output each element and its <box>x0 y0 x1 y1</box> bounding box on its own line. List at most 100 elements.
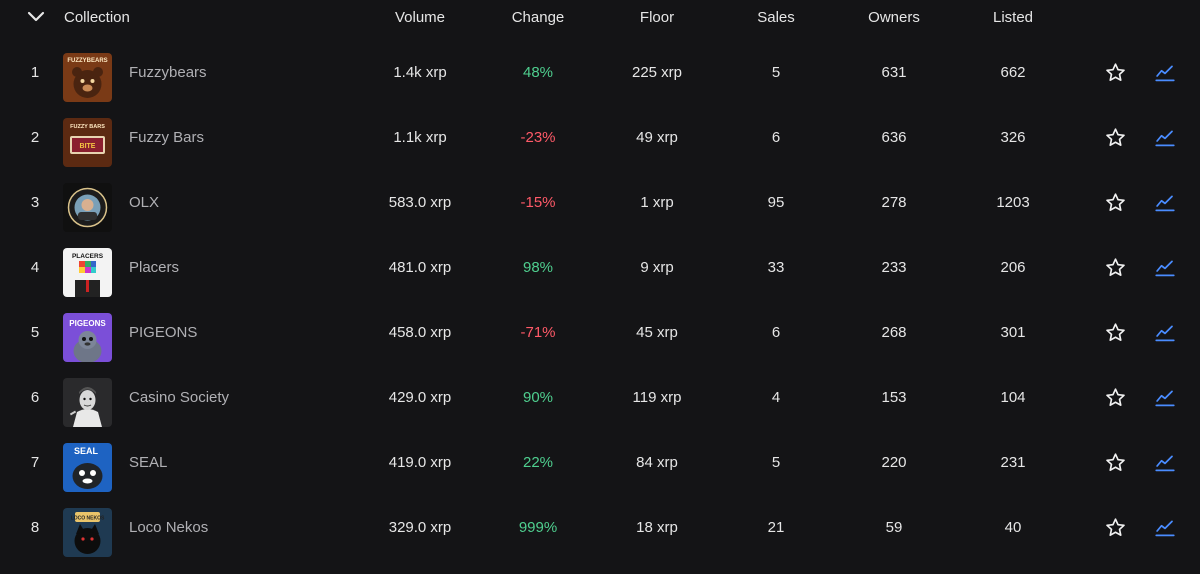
trend-chart-icon[interactable] <box>1154 387 1176 408</box>
rank-number: 8 <box>30 519 40 536</box>
collection-thumbnail[interactable] <box>63 378 112 427</box>
collection-name[interactable]: Fuzzybears <box>129 64 207 81</box>
trend-chart-icon[interactable] <box>1154 517 1176 538</box>
volume-value: 419.0 xrp <box>388 454 452 471</box>
star-icon[interactable] <box>1105 322 1126 343</box>
collection-thumbnail[interactable]: FUZZYBEARS <box>63 53 112 102</box>
star-icon[interactable] <box>1105 192 1126 213</box>
table-row-1[interactable]: 1 FUZZYBEARS Fuzzybears 1.4k xrp 48% 225… <box>0 40 1200 105</box>
table-row-8[interactable]: 8 LOCO NEKOS Loco Nekos 329.0 xrp 999% 1… <box>0 495 1200 560</box>
trend-chart-icon[interactable] <box>1154 257 1176 278</box>
header-collection[interactable]: Collection <box>64 9 130 26</box>
trend-chart-icon[interactable] <box>1154 322 1176 343</box>
owners-value: 278 <box>881 194 907 211</box>
rank-number: 4 <box>30 259 40 276</box>
svg-text:PIGEONS: PIGEONS <box>69 319 106 328</box>
header-floor[interactable]: Floor <box>639 9 675 26</box>
collection-thumbnail[interactable]: PIGEONS <box>63 313 112 362</box>
listed-value: 231 <box>1000 454 1026 471</box>
svg-text:SEAL: SEAL <box>74 446 99 456</box>
owners-value: 220 <box>881 454 907 471</box>
owners-value: 233 <box>881 259 907 276</box>
sales-value: 33 <box>767 259 785 276</box>
listed-value: 40 <box>1004 519 1022 536</box>
table-row-2[interactable]: 2 BITE FUZZY BARS Fuzzy Bars 1.1k xrp -23… <box>0 105 1200 170</box>
sales-value: 5 <box>771 454 781 471</box>
star-icon[interactable] <box>1105 257 1126 278</box>
listed-value: 326 <box>1000 129 1026 146</box>
floor-value: 225 xrp <box>631 64 683 81</box>
change-value: 22% <box>522 454 554 471</box>
collection-thumbnail[interactable]: BITE FUZZY BARS <box>63 118 112 167</box>
sales-value: 6 <box>771 324 781 341</box>
trend-chart-icon[interactable] <box>1154 452 1176 473</box>
trend-chart-icon[interactable] <box>1154 62 1176 83</box>
listed-value: 1203 <box>996 194 1030 211</box>
floor-value: 45 xrp <box>636 324 678 341</box>
sales-value: 6 <box>771 129 781 146</box>
collection-name[interactable]: Placers <box>129 259 180 276</box>
owners-value: 268 <box>881 324 907 341</box>
owners-value: 636 <box>881 129 907 146</box>
volume-value: 1.1k xrp <box>393 129 447 146</box>
header-owners[interactable]: Owners <box>868 9 920 26</box>
volume-value: 329.0 xrp <box>388 519 452 536</box>
table-header: Collection Volume Change Floor Sales Own… <box>0 0 1200 40</box>
listed-value: 662 <box>1000 64 1026 81</box>
floor-value: 49 xrp <box>636 129 678 146</box>
floor-value: 84 xrp <box>636 454 678 471</box>
header-listed[interactable]: Listed <box>992 9 1034 26</box>
table-row-5[interactable]: 5 PIGEONS PIGEONS 458.0 xrp -71% 45 xrp … <box>0 300 1200 365</box>
volume-value: 1.4k xrp <box>393 64 447 81</box>
collection-name[interactable]: Loco Nekos <box>129 519 209 536</box>
collection-name[interactable]: Fuzzy Bars <box>129 129 205 146</box>
trend-chart-icon[interactable] <box>1154 192 1176 213</box>
floor-value: 18 xrp <box>636 519 678 536</box>
rank-number: 7 <box>30 454 40 471</box>
sales-value: 21 <box>767 519 785 536</box>
svg-text:BITE: BITE <box>80 143 96 150</box>
floor-value: 9 xrp <box>640 259 674 276</box>
collection-name[interactable]: Casino Society <box>129 389 230 406</box>
listed-value: 104 <box>1000 389 1026 406</box>
table-row-7[interactable]: 7 SEAL SEAL 419.0 xrp 22% 84 xrp 5 220 2… <box>0 430 1200 495</box>
volume-value: 458.0 xrp <box>388 324 452 341</box>
floor-value: 119 xrp <box>632 389 682 406</box>
star-icon[interactable] <box>1105 517 1126 538</box>
chevron-down-icon[interactable] <box>27 10 45 24</box>
change-value: -15% <box>520 194 556 211</box>
table-row-6[interactable]: 6 Casino Society 429.0 xrp 90% 119 xrp 4… <box>0 365 1200 430</box>
collection-name[interactable]: PIGEONS <box>129 324 198 341</box>
volume-value: 481.0 xrp <box>388 259 452 276</box>
star-icon[interactable] <box>1105 62 1126 83</box>
rank-number: 1 <box>30 64 40 81</box>
change-value: -71% <box>520 324 556 341</box>
volume-value: 429.0 xrp <box>388 389 452 406</box>
collection-thumbnail[interactable]: SEAL <box>63 443 112 492</box>
rank-number: 5 <box>30 324 40 341</box>
owners-value: 631 <box>881 64 907 81</box>
collection-name[interactable]: OLX <box>129 194 160 211</box>
change-value: 90% <box>522 389 554 406</box>
header-sales[interactable]: Sales <box>757 9 795 26</box>
collection-thumbnail[interactable]: PLACERS <box>63 248 112 297</box>
star-icon[interactable] <box>1105 452 1126 473</box>
collection-name[interactable]: SEAL <box>129 454 168 471</box>
table-row-3[interactable]: 3 OLX 583.0 xrp -15% 1 xrp 95 278 1203 <box>0 170 1200 235</box>
volume-value: 583.0 xrp <box>388 194 452 211</box>
sales-value: 4 <box>771 389 781 406</box>
header-change[interactable]: Change <box>511 9 565 26</box>
header-volume[interactable]: Volume <box>394 9 446 26</box>
star-icon[interactable] <box>1105 387 1126 408</box>
table-row-4[interactable]: 4 PLACERS Placers 481.0 xrp 98% 9 xrp 33… <box>0 235 1200 300</box>
change-value: 48% <box>522 64 554 81</box>
collection-thumbnail[interactable]: LOCO NEKOS <box>63 508 112 557</box>
sales-value: 5 <box>771 64 781 81</box>
collection-thumbnail[interactable] <box>63 183 112 232</box>
trend-chart-icon[interactable] <box>1154 127 1176 148</box>
change-value: 999% <box>518 519 558 536</box>
star-icon[interactable] <box>1105 127 1126 148</box>
rank-number: 3 <box>30 194 40 211</box>
owners-value: 59 <box>885 519 903 536</box>
